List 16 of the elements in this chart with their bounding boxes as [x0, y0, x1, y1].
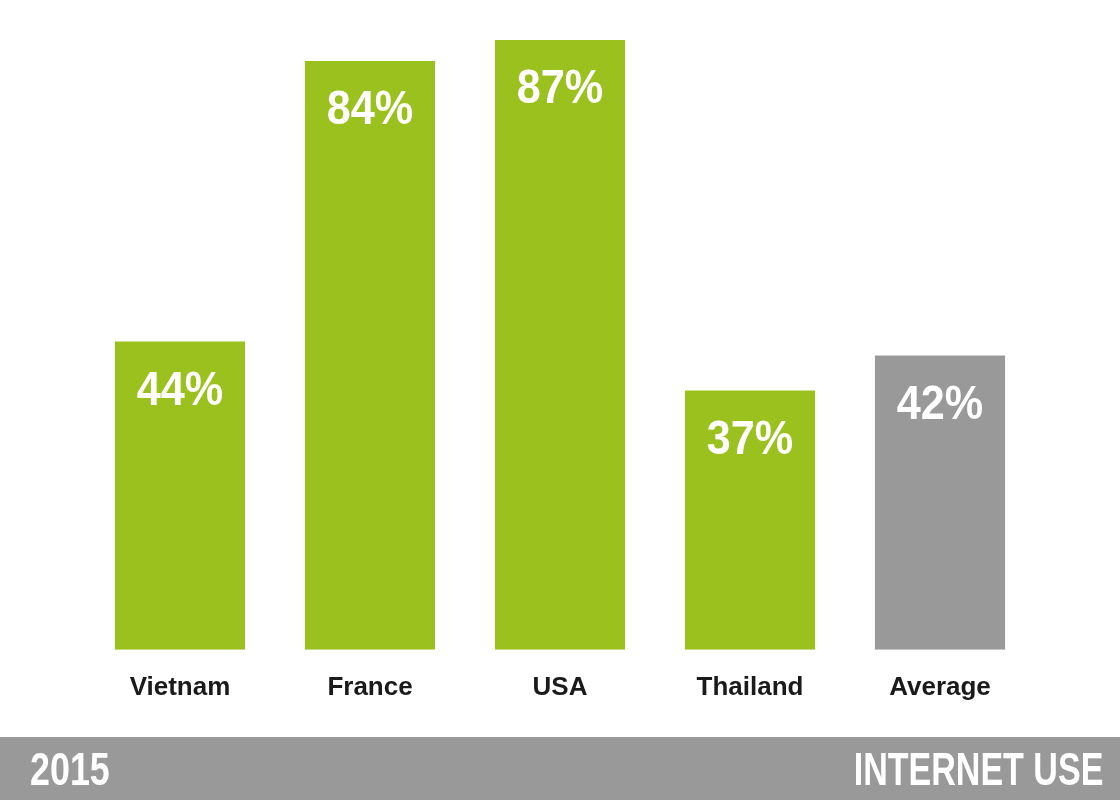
bar: [874, 355, 1006, 650]
data-label: 37%: [706, 410, 794, 465]
x-tick-label: France: [327, 670, 413, 701]
data-label: 84%: [326, 81, 414, 135]
bar: [684, 390, 816, 650]
x-tick-label: Average: [889, 670, 991, 701]
data-label: 87%: [516, 60, 604, 114]
x-tick-label: Thailand: [696, 670, 804, 701]
data-label: 42%: [896, 375, 984, 430]
bar: [114, 341, 246, 650]
x-tick-label: Vietnam: [129, 670, 231, 701]
footer-banner: 2015 INTERNET USE: [0, 737, 1120, 800]
bar: [304, 61, 436, 650]
x-tick-label: USA: [532, 670, 588, 701]
bar: [494, 40, 626, 650]
data-label: 44%: [136, 361, 224, 416]
